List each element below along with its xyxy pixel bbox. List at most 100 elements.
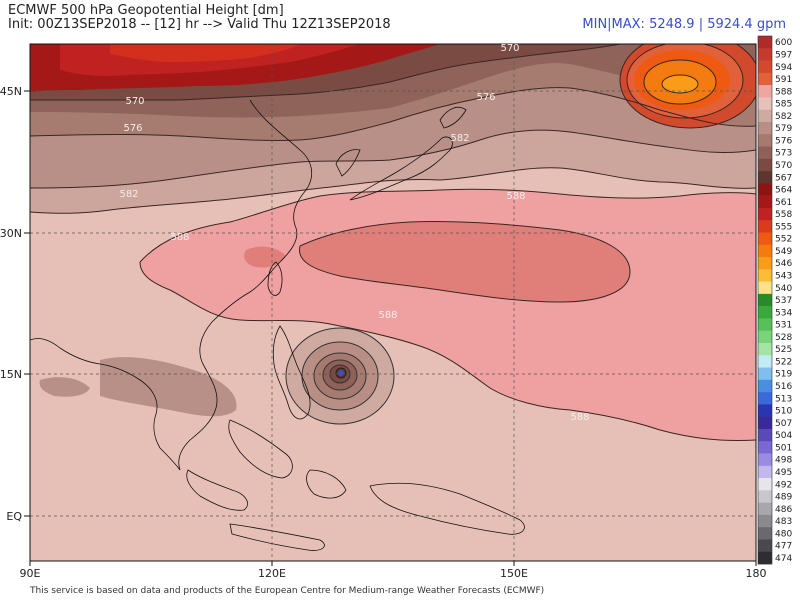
colorbar-label: 588 [775,87,792,97]
colorbar-swatch [758,207,772,221]
colorbar-label: 519 [775,370,792,380]
colorbar-swatch [758,527,772,540]
colorbar-label: 582 [775,112,792,122]
colorbar-swatch [758,232,772,246]
colorbar-label: 507 [775,419,792,429]
ridge-591 [299,221,630,302]
colorbar-swatch [758,330,772,344]
colorbar-label: 534 [775,308,792,318]
colorbar-label: 597 [775,50,792,60]
contour-label: 588 [506,191,525,202]
colorbar-swatch [758,60,772,74]
colorbar-label: 585 [775,100,792,110]
colorbar-swatch [758,367,772,381]
colorbar-frame [757,35,773,565]
colorbar-label: 591 [775,75,792,85]
lon-label-90e: 90E [20,567,41,580]
colorbar-swatch [758,220,772,233]
colorbar-swatch [758,342,772,356]
colorbar-swatch [758,158,772,172]
colorbar-swatch [758,490,772,503]
colorbar-swatch [758,428,772,442]
lat-label-eq: EQ [6,510,22,523]
contour-label: 588 [570,412,589,423]
colorbar-label: 543 [775,272,792,282]
colorbar-swatch [758,502,772,516]
colorbar-label: 555 [775,222,792,232]
lon-label-120e: 120E [258,567,286,580]
colorbar-label: 561 [775,198,792,208]
map-title: ECMWF 500 hPa Geopotential Height [dm] [8,3,284,18]
colorbar-label: 546 [775,259,792,269]
colorbar-swatch [758,72,772,86]
colorbar-swatch [758,134,772,147]
field-555 [110,44,300,62]
colorbar-swatch [758,514,772,528]
colorbar-label: 513 [775,394,792,404]
colorbar-label: 486 [775,505,792,515]
colorbar-swatch [758,355,772,368]
colorbar-label: 552 [775,235,792,245]
colorbar-label: 480 [775,529,792,539]
colorbar-swatch [758,121,772,135]
colorbar-label: 483 [775,517,792,527]
colorbar-swatch [758,281,772,295]
colorbar-swatch [758,392,772,405]
lat-label-45n: 45N [0,85,22,98]
height-field [30,44,756,561]
colorbar-label: 567 [775,173,792,183]
contour-label: 588 [378,310,397,321]
colorbar-label: 525 [775,345,792,355]
graticule [30,44,756,561]
colorbar-label: 600 [775,38,792,48]
colorbar-swatch [758,183,772,196]
contour-label: 570 [125,96,144,107]
lat-label-30n: 30N [0,227,22,240]
colorbar-swatch [758,404,772,417]
colorbar-swatch [758,269,772,282]
colorbar-swatch [758,85,772,98]
attribution-footer: This service is based on data and produc… [30,586,545,596]
colorbar-swatch [758,36,772,49]
contour-lines [30,44,756,441]
colorbar-swatch [758,441,772,454]
colorbar-label: 549 [775,247,792,257]
colorbar-label: 594 [775,63,792,73]
colorbar-swatch [758,539,772,553]
colorbar-swatch [758,257,772,270]
colorbar-swatch [758,293,772,307]
contour-label: 576 [123,123,142,134]
colorbar-label: 522 [775,357,792,367]
colorbar-label: 537 [775,296,792,306]
colorbar-swatch [758,244,772,258]
colorbar-swatch [758,416,772,430]
lon-label-150e: 150E [500,567,528,580]
colorbar-label: 477 [775,542,792,552]
init-valid-line: Init: 00Z13SEP2018 -- [12] hr --> Valid … [8,17,391,32]
lon-label-180: 180 [746,567,767,580]
typhoon-vortex [285,327,395,425]
colorbar-label: 579 [775,124,792,134]
colorbar-label: 573 [775,149,792,159]
colorbar-label: 570 [775,161,792,171]
colorbar-label: 498 [775,456,792,466]
coastlines [30,99,525,551]
colorbar-swatch [758,478,772,491]
contour-label: 582 [450,133,469,144]
high-max [662,75,698,93]
colorbar-label: 516 [775,382,792,392]
min-max-readout: MIN|MAX: 5248.9 | 5924.4 gpm [582,17,786,32]
colorbar-label: 564 [775,186,792,196]
colorbar-swatch [758,48,772,61]
colorbar-swatch [758,318,772,331]
colorbar-label: 504 [775,431,792,441]
colorbar-label: 528 [775,333,792,343]
patch-582-bay [39,377,90,397]
map-frame [29,43,757,562]
colorbar-swatch [758,171,772,184]
colorbar-label: 576 [775,136,792,146]
colorbar-label: 531 [775,321,792,331]
colorbar-label: 489 [775,493,792,503]
colorbar-label: 495 [775,468,792,478]
